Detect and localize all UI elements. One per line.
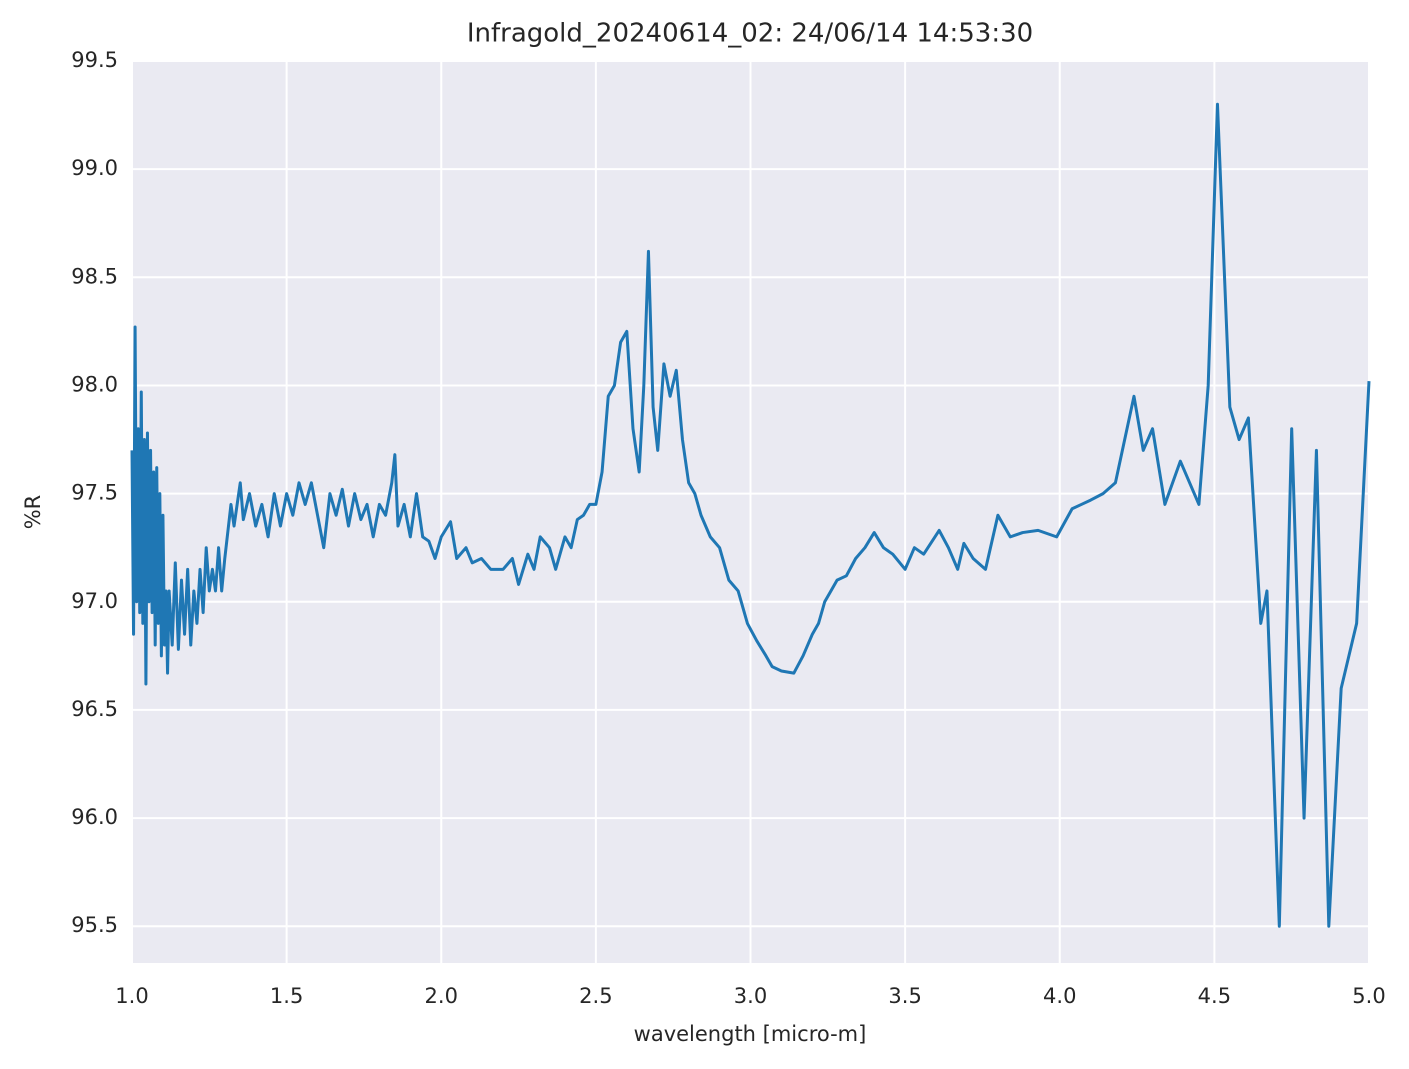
y-tick-label: 97.5 [71, 481, 118, 505]
x-axis-label: wavelength [micro-m] [634, 1022, 867, 1046]
x-tick-label: 5.0 [1352, 984, 1385, 1008]
x-tick-label: 2.5 [579, 984, 612, 1008]
x-tick-label: 3.0 [734, 984, 767, 1008]
y-tick-label: 96.0 [71, 805, 118, 829]
data-line [130, 102, 1371, 928]
chart-title: Infragold_20240614_02: 24/06/14 14:53:30 [467, 19, 1033, 49]
x-tick-label: 3.5 [888, 984, 921, 1008]
y-tick-label: 97.0 [71, 589, 118, 613]
x-tick-label: 1.0 [115, 984, 148, 1008]
y-tick-label: 98.5 [71, 264, 118, 288]
x-tick-label: 1.5 [270, 984, 303, 1008]
y-axis-label: %R [21, 495, 45, 530]
y-tick-label: 99.0 [71, 156, 118, 180]
y-tick-label: 95.5 [71, 913, 118, 937]
y-tick-label: 99.5 [71, 48, 118, 72]
x-tick-label: 4.5 [1198, 984, 1231, 1008]
y-tick-label: 96.5 [71, 697, 118, 721]
x-tick-label: 4.0 [1043, 984, 1076, 1008]
y-tick-label: 98.0 [71, 372, 118, 396]
x-tick-label: 2.0 [425, 984, 458, 1008]
